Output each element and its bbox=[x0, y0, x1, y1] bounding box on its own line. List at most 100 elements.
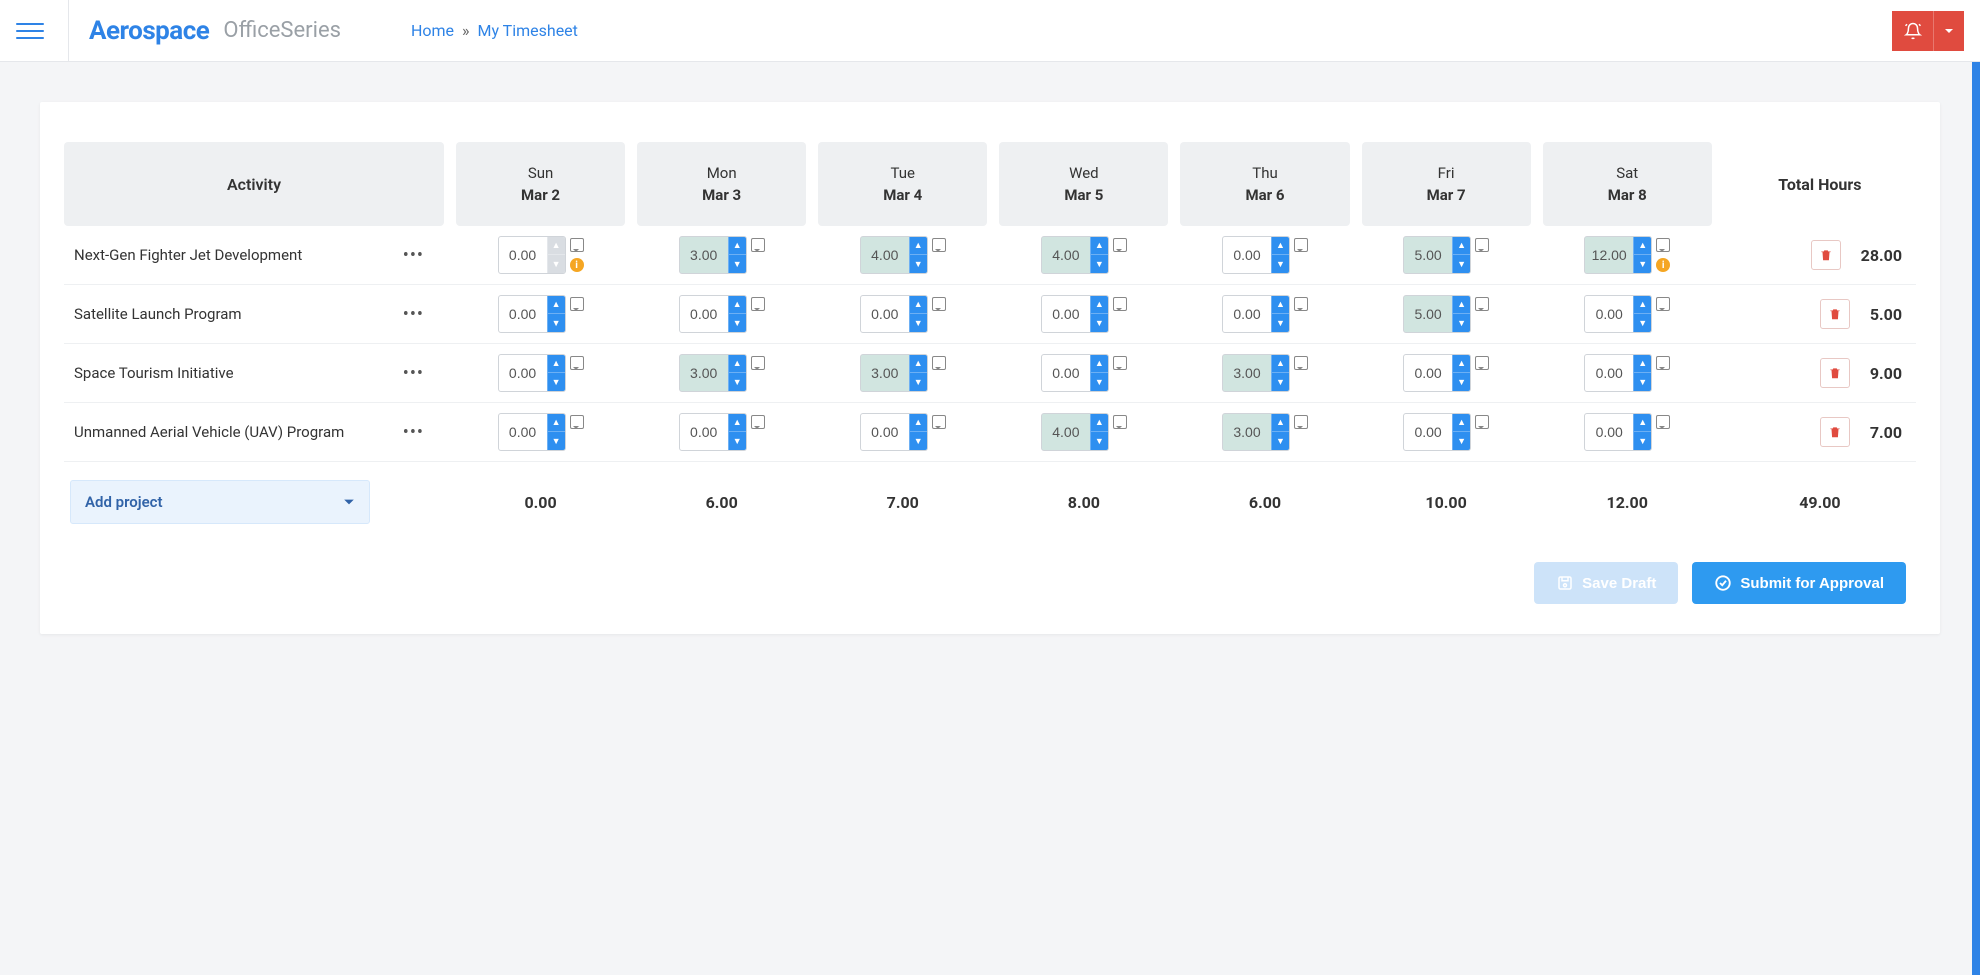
hour-input[interactable] bbox=[861, 414, 909, 450]
note-icon[interactable] bbox=[1113, 297, 1127, 311]
spinner-down[interactable]: ▼ bbox=[909, 432, 927, 450]
spinner-down[interactable]: ▼ bbox=[1090, 373, 1108, 391]
hour-input[interactable] bbox=[1042, 296, 1090, 332]
hour-input[interactable] bbox=[499, 296, 547, 332]
spinner-down[interactable]: ▼ bbox=[1271, 255, 1289, 273]
notifications-dropdown[interactable] bbox=[1934, 11, 1964, 51]
note-icon[interactable] bbox=[1113, 356, 1127, 370]
spinner-down[interactable]: ▼ bbox=[1090, 255, 1108, 273]
spinner-up[interactable]: ▲ bbox=[728, 296, 746, 314]
warn-icon[interactable]: i bbox=[1656, 258, 1670, 272]
spinner-down[interactable]: ▼ bbox=[728, 314, 746, 332]
spinner-down[interactable]: ▼ bbox=[1452, 373, 1470, 391]
spinner-up[interactable]: ▲ bbox=[1452, 414, 1470, 432]
spinner-up[interactable]: ▲ bbox=[547, 296, 565, 314]
hour-input[interactable] bbox=[1585, 355, 1633, 391]
spinner-up[interactable]: ▲ bbox=[1271, 296, 1289, 314]
hour-input[interactable] bbox=[680, 237, 728, 273]
note-icon[interactable] bbox=[1294, 297, 1308, 311]
note-icon[interactable] bbox=[570, 356, 584, 370]
spinner-up[interactable]: ▲ bbox=[1271, 355, 1289, 373]
note-icon[interactable] bbox=[1294, 238, 1308, 252]
spinner-up[interactable]: ▲ bbox=[1452, 355, 1470, 373]
hour-input[interactable] bbox=[1404, 355, 1452, 391]
note-icon[interactable] bbox=[932, 415, 946, 429]
hour-input[interactable] bbox=[499, 355, 547, 391]
hour-input[interactable] bbox=[861, 237, 909, 273]
hour-input[interactable] bbox=[1223, 296, 1271, 332]
hour-input[interactable] bbox=[499, 237, 547, 273]
hour-input[interactable] bbox=[1404, 414, 1452, 450]
spinner-up[interactable]: ▲ bbox=[1090, 355, 1108, 373]
spinner-up[interactable]: ▲ bbox=[728, 237, 746, 255]
note-icon[interactable] bbox=[1475, 415, 1489, 429]
hour-input[interactable] bbox=[1042, 237, 1090, 273]
note-icon[interactable] bbox=[1113, 415, 1127, 429]
spinner-up[interactable]: ▲ bbox=[547, 414, 565, 432]
spinner-down[interactable]: ▼ bbox=[1271, 432, 1289, 450]
spinner-down[interactable]: ▼ bbox=[728, 373, 746, 391]
spinner-up[interactable]: ▲ bbox=[1633, 237, 1651, 255]
spinner-down[interactable]: ▼ bbox=[1090, 314, 1108, 332]
save-draft-button[interactable]: Save Draft bbox=[1534, 562, 1678, 604]
spinner-up[interactable]: ▲ bbox=[909, 355, 927, 373]
spinner-up[interactable]: ▲ bbox=[1271, 237, 1289, 255]
note-icon[interactable] bbox=[932, 356, 946, 370]
hour-input[interactable] bbox=[1223, 355, 1271, 391]
note-icon[interactable] bbox=[932, 238, 946, 252]
note-icon[interactable] bbox=[1294, 415, 1308, 429]
note-icon[interactable] bbox=[570, 415, 584, 429]
menu-icon[interactable] bbox=[16, 17, 44, 45]
delete-row-button[interactable] bbox=[1820, 358, 1850, 388]
submit-approval-button[interactable]: Submit for Approval bbox=[1692, 562, 1906, 604]
spinner-down[interactable]: ▼ bbox=[1633, 255, 1651, 273]
note-icon[interactable] bbox=[570, 238, 584, 252]
scrollbar-right[interactable] bbox=[1972, 62, 1980, 975]
note-icon[interactable] bbox=[1294, 356, 1308, 370]
hour-input[interactable] bbox=[1042, 414, 1090, 450]
spinner-down[interactable]: ▼ bbox=[909, 373, 927, 391]
spinner-up[interactable]: ▲ bbox=[909, 296, 927, 314]
spinner-up[interactable]: ▲ bbox=[1090, 414, 1108, 432]
spinner-down[interactable]: ▼ bbox=[728, 255, 746, 273]
hour-input[interactable] bbox=[680, 355, 728, 391]
note-icon[interactable] bbox=[932, 297, 946, 311]
spinner-up[interactable]: ▲ bbox=[728, 355, 746, 373]
note-icon[interactable] bbox=[570, 297, 584, 311]
note-icon[interactable] bbox=[1656, 415, 1670, 429]
more-icon[interactable]: ••• bbox=[397, 245, 430, 266]
spinner-down[interactable]: ▼ bbox=[909, 255, 927, 273]
more-icon[interactable]: ••• bbox=[397, 304, 430, 325]
delete-row-button[interactable] bbox=[1820, 417, 1850, 447]
note-icon[interactable] bbox=[1475, 238, 1489, 252]
spinner-up[interactable]: ▲ bbox=[1452, 296, 1470, 314]
hour-input[interactable] bbox=[1404, 296, 1452, 332]
note-icon[interactable] bbox=[751, 297, 765, 311]
note-icon[interactable] bbox=[751, 415, 765, 429]
spinner-up[interactable]: ▲ bbox=[1452, 237, 1470, 255]
note-icon[interactable] bbox=[1113, 238, 1127, 252]
hour-input[interactable] bbox=[680, 296, 728, 332]
spinner-down[interactable]: ▼ bbox=[1633, 373, 1651, 391]
hour-input[interactable] bbox=[1585, 237, 1633, 273]
hour-input[interactable] bbox=[1223, 237, 1271, 273]
note-icon[interactable] bbox=[1656, 356, 1670, 370]
spinner-down[interactable]: ▼ bbox=[1090, 432, 1108, 450]
add-project-dropdown[interactable]: Add project bbox=[70, 480, 370, 524]
breadcrumb-home[interactable]: Home bbox=[411, 21, 454, 40]
hour-input[interactable] bbox=[1042, 355, 1090, 391]
hour-input[interactable] bbox=[1585, 414, 1633, 450]
spinner-up[interactable]: ▲ bbox=[1633, 296, 1651, 314]
spinner-down[interactable]: ▼ bbox=[1271, 314, 1289, 332]
note-icon[interactable] bbox=[1475, 297, 1489, 311]
hour-input[interactable] bbox=[1223, 414, 1271, 450]
breadcrumb-current[interactable]: My Timesheet bbox=[477, 21, 577, 40]
spinner-down[interactable]: ▼ bbox=[1452, 314, 1470, 332]
spinner-down[interactable]: ▼ bbox=[1452, 255, 1470, 273]
spinner-down[interactable]: ▼ bbox=[1633, 314, 1651, 332]
spinner-up[interactable]: ▲ bbox=[909, 237, 927, 255]
notifications-button[interactable] bbox=[1892, 11, 1934, 51]
note-icon[interactable] bbox=[751, 356, 765, 370]
spinner-up[interactable]: ▲ bbox=[1633, 414, 1651, 432]
hour-input[interactable] bbox=[861, 296, 909, 332]
